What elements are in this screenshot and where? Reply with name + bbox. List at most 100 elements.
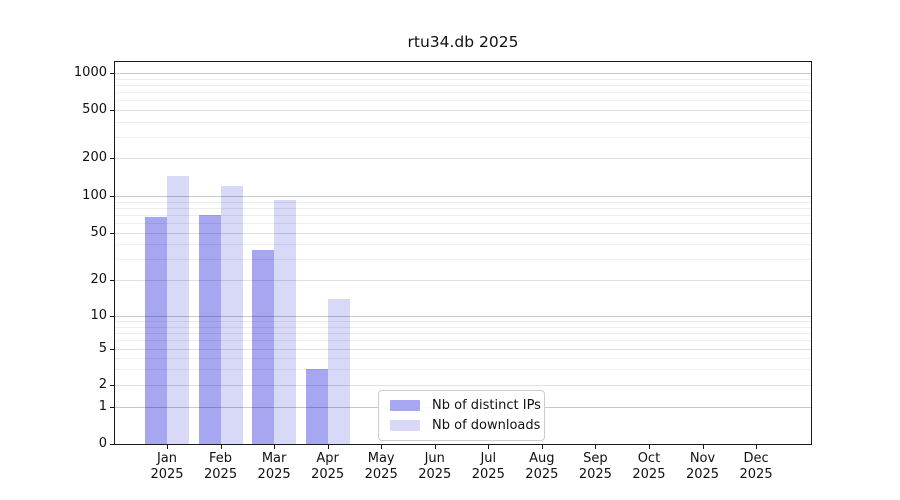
- gridline-7: [115, 332, 811, 334]
- x-tick-month: Jan: [156, 451, 178, 466]
- x-tick-year: 2025: [364, 466, 398, 482]
- x-tick-year: 2025: [257, 466, 291, 482]
- y-tick-mark-200: [110, 158, 114, 159]
- gridline-80: [115, 207, 811, 209]
- x-tick-year: 2025: [311, 466, 345, 482]
- bar-ips-mar: [252, 249, 275, 444]
- gridline-9: [115, 321, 811, 323]
- gridline-400: [115, 121, 811, 123]
- y-tick-mark-1: [110, 407, 114, 408]
- x-tick-month: Nov: [689, 451, 716, 466]
- gridline-200: [115, 158, 811, 159]
- bar-downloads-feb: [220, 186, 243, 444]
- legend-label-downloads: Nb of downloads: [432, 418, 541, 433]
- x-tick-mark-sep: [595, 445, 597, 449]
- y-tick-mark-50: [110, 233, 114, 234]
- x-tick-month: Dec: [743, 451, 769, 466]
- x-tick-month: May: [367, 451, 395, 466]
- y-tick-label-500: 500: [82, 102, 107, 117]
- x-tick-mark-may: [381, 445, 383, 449]
- gridline-700: [115, 92, 811, 94]
- gridline-30: [115, 259, 811, 261]
- gridline-600: [115, 100, 811, 102]
- x-tick-mark-apr: [327, 445, 329, 449]
- x-tick-mark-nov: [702, 445, 704, 449]
- x-tick-label-jun: Jun 2025: [405, 451, 465, 482]
- bar-downloads-mar: [274, 199, 297, 444]
- gridline-800: [115, 84, 811, 86]
- x-tick-year: 2025: [525, 466, 559, 482]
- legend-label-distinct-ips: Nb of distinct IPs: [432, 398, 541, 413]
- bar-ips-jan: [145, 216, 167, 444]
- y-tick-mark-10: [110, 316, 114, 317]
- y-tick-label-1000: 1000: [73, 65, 107, 80]
- x-tick-label-may: May 2025: [351, 451, 411, 482]
- gridline-2: [115, 385, 811, 386]
- y-tick-label-100: 100: [82, 188, 107, 203]
- x-tick-mark-jun: [434, 445, 436, 449]
- gridline-500: [115, 110, 811, 111]
- x-tick-month: Jun: [424, 451, 445, 466]
- x-tick-year: 2025: [418, 466, 452, 482]
- gridline-60: [115, 223, 811, 225]
- x-tick-month: Mar: [261, 451, 287, 466]
- x-tick-year: 2025: [204, 466, 238, 482]
- y-tick-mark-0: [110, 443, 114, 445]
- x-tick-mark-mar: [274, 445, 276, 449]
- y-tick-mark-2: [110, 385, 114, 386]
- gridline-40: [115, 244, 811, 246]
- x-tick-month: Jul: [480, 451, 497, 466]
- x-tick-label-jan: Jan 2025: [137, 451, 197, 482]
- x-tick-year: 2025: [739, 466, 773, 482]
- legend-swatch-distinct-ips: [390, 400, 420, 411]
- y-tick-label-0: 0: [98, 435, 107, 451]
- chart-title: rtu34.db 2025: [407, 33, 519, 51]
- x-tick-mark-aug: [541, 445, 543, 449]
- x-tick-month: Sep: [583, 451, 608, 466]
- x-tick-label-dec: Dec 2025: [726, 451, 786, 482]
- gridline-20: [115, 280, 811, 281]
- x-tick-label-aug: Aug 2025: [512, 451, 572, 482]
- y-tick-label-50: 50: [90, 225, 107, 240]
- x-tick-month: Feb: [209, 451, 233, 466]
- y-tick-label-5: 5: [98, 341, 107, 356]
- x-tick-year: 2025: [150, 466, 184, 482]
- y-tick-mark-500: [110, 110, 114, 111]
- plot-area: [114, 61, 812, 445]
- x-tick-year: 2025: [578, 466, 612, 482]
- gridline-3: [115, 369, 811, 371]
- y-tick-mark-20: [110, 280, 114, 281]
- legend-swatch-downloads: [390, 420, 420, 431]
- gridline-50: [115, 233, 811, 234]
- gridline-6: [115, 340, 811, 342]
- x-tick-label-nov: Nov 2025: [673, 451, 733, 482]
- x-tick-month: Apr: [316, 451, 339, 466]
- bars-layer: [115, 62, 811, 444]
- x-tick-label-sep: Sep 2025: [565, 451, 625, 482]
- gridline-900: [115, 78, 811, 80]
- y-tick-mark-5: [110, 349, 114, 350]
- gridline-1000: [115, 73, 811, 74]
- bar-ips-apr: [305, 369, 328, 444]
- y-tick-label-20: 20: [90, 272, 107, 287]
- bar-downloads-apr: [327, 298, 350, 444]
- y-tick-label-10: 10: [90, 308, 107, 323]
- y-tick-label-2: 2: [98, 377, 107, 392]
- y-tick-label-1: 1: [98, 399, 107, 414]
- x-tick-mark-jul: [488, 445, 490, 449]
- x-tick-label-oct: Oct 2025: [619, 451, 679, 482]
- gridline-4: [115, 357, 811, 359]
- bar-downloads-jan: [167, 175, 189, 444]
- x-tick-mark-oct: [648, 445, 650, 449]
- grid-layer: [115, 62, 811, 444]
- x-tick-label-jul: Jul 2025: [458, 451, 518, 482]
- gridline-5: [115, 349, 811, 350]
- x-tick-mark-jan: [167, 445, 168, 449]
- legend-item-downloads: Nb of downloads: [390, 417, 540, 434]
- gridline-8: [115, 326, 811, 328]
- gridline-100: [115, 196, 811, 197]
- gridline-70: [115, 215, 811, 217]
- y-tick-mark-1000: [110, 73, 114, 74]
- x-tick-mark-dec: [756, 445, 758, 449]
